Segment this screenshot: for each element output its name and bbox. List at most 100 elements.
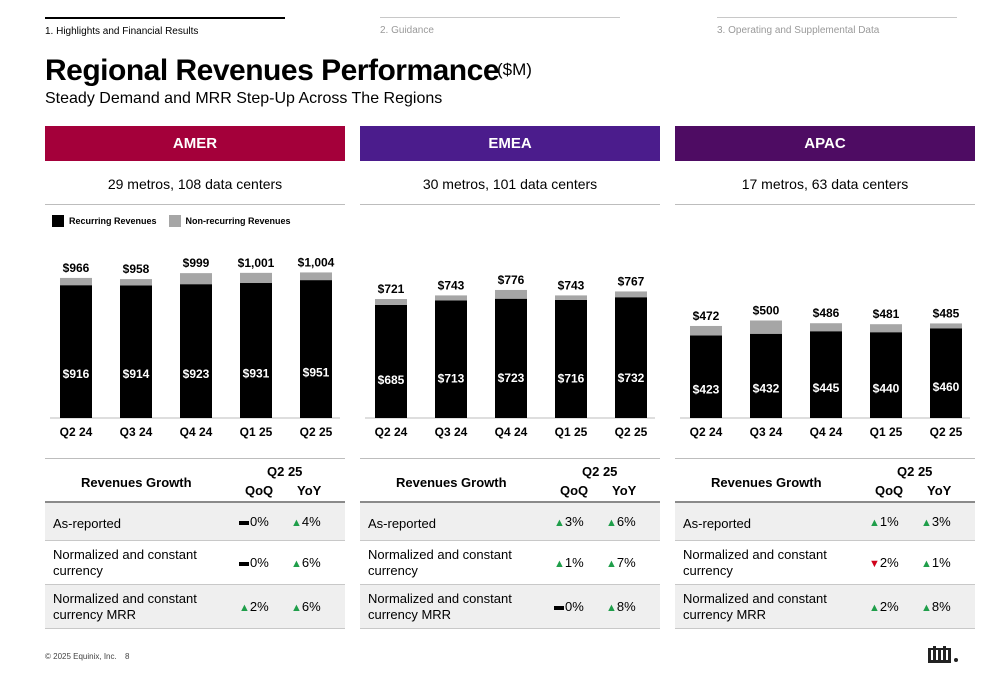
- nav-section-1[interactable]: 1. Highlights and Financial Results: [45, 17, 285, 47]
- bar-nonrecurring: [930, 323, 962, 329]
- x-tick-label: Q2 24: [60, 425, 93, 439]
- nav-indicator: [717, 17, 957, 18]
- x-tick-label: Q2 24: [375, 425, 408, 439]
- yoy-header: YoY: [612, 483, 637, 498]
- x-tick-label: Q2 25: [930, 425, 963, 439]
- qoq-value: ▲3%: [554, 514, 584, 529]
- bar-recurring: [495, 298, 527, 418]
- bar-value-label: $685: [378, 373, 405, 387]
- row-label: Normalized and constant currency: [368, 547, 512, 578]
- yoy-value: ▲8%: [606, 599, 636, 614]
- arrow-up-icon: ▲: [291, 517, 302, 529]
- bar-recurring: [930, 328, 962, 418]
- x-tick-label: Q2 25: [615, 425, 648, 439]
- page-number: 8: [124, 652, 130, 661]
- arrow-up-icon: ▲: [606, 558, 617, 570]
- bar-recurring: [435, 300, 467, 418]
- nav-section-3[interactable]: 3. Operating and Supplemental Data: [717, 17, 957, 47]
- bar-value-label: $445: [813, 381, 840, 395]
- growth-table-apac: Revenues Growth Q2 25 QoQ YoY As-reported ▲1%…: [675, 458, 975, 629]
- bar-recurring: [615, 297, 647, 418]
- yoy-value-text: 7%: [616, 555, 636, 570]
- bar-recurring: [690, 335, 722, 418]
- bar-total-label: $486: [813, 306, 840, 320]
- qoq-value: ▲2%: [869, 599, 899, 614]
- flat-dash-icon: [554, 605, 564, 610]
- bar-nonrecurring: [180, 273, 212, 285]
- bar-nonrecurring: [120, 279, 152, 286]
- x-tick-label: Q3 24: [435, 425, 468, 439]
- arrow-up-icon: ▲: [239, 602, 250, 614]
- bar-total-label: $743: [438, 278, 465, 292]
- bar-recurring: [555, 299, 587, 418]
- bar-value-label: $713: [438, 372, 465, 386]
- title-unit: ($M): [497, 60, 532, 79]
- bar-nonrecurring: [300, 272, 332, 281]
- x-tick-label: Q2 24: [690, 425, 723, 439]
- x-tick-label: Q1 25: [240, 425, 273, 439]
- arrow-up-icon: ▲: [869, 517, 880, 529]
- bar-total-label: $481: [873, 307, 900, 321]
- bar-chart-apac: $423 $472 Q2 24 $432 $500 Q3 24 $445 $486 Q4 24 $…: [680, 304, 970, 439]
- x-tick-label: Q4 24: [180, 425, 213, 439]
- table-row: Normalized and constant currency MRR 0% ▲8…: [360, 585, 660, 629]
- qoq-header: QoQ: [875, 483, 904, 498]
- region-metros-amer: 29 metros, 108 data centers: [107, 176, 283, 192]
- qoq-header: QoQ: [560, 483, 589, 498]
- row-label: As-reported: [53, 516, 121, 531]
- qoq-value: ▼2%: [869, 555, 899, 570]
- chart-apac: $423 $472 Q2 24 $432 $500 Q3 24 $445 $486 Q4 24 $…: [675, 238, 975, 448]
- growth-table-title: Revenues Growth: [396, 475, 507, 490]
- arrow-up-icon: ▲: [554, 517, 565, 529]
- bar-total-label: $999: [183, 256, 210, 270]
- arrow-up-icon: ▲: [921, 558, 932, 570]
- qoq-value-text: 2%: [879, 599, 899, 614]
- divider: [360, 204, 660, 205]
- page-subtitle: Steady Demand and MRR Step-Up Across The…: [45, 90, 443, 107]
- region-metros-emea: 30 metros, 101 data centers: [422, 176, 598, 192]
- growth-period: Q2 25: [897, 464, 933, 479]
- qoq-value-text: 0%: [250, 555, 269, 570]
- yoy-value: ▲4%: [291, 514, 321, 529]
- qoq-value-text: 3%: [564, 514, 584, 529]
- bar-recurring: [870, 332, 902, 418]
- yoy-value: ▲7%: [606, 555, 636, 570]
- chart-amer: $916 $966 Q2 24 $914 $958 Q3 24 $923 $999 Q4 24 $…: [45, 238, 345, 448]
- bar-total-label: $472: [693, 309, 720, 323]
- bar-nonrecurring: [60, 277, 92, 286]
- table-row: As-reported ▲3% ▲6%: [360, 503, 660, 541]
- legend-label: Non-recurring Revenues: [185, 216, 291, 226]
- bar-nonrecurring: [615, 291, 647, 298]
- page-title: Regional Revenues Performance: [45, 54, 500, 87]
- bar-recurring: [180, 284, 212, 418]
- bar-nonrecurring: [555, 295, 587, 300]
- bar-total-label: $1,004: [298, 255, 335, 269]
- legend-item-recurring: Recurring Revenues: [52, 215, 157, 227]
- region-header-apac: APAC: [675, 126, 975, 161]
- x-tick-label: Q3 24: [750, 425, 783, 439]
- bar-nonrecurring: [495, 289, 527, 299]
- yoy-value-text: 8%: [931, 599, 951, 614]
- table-row: Normalized and constant currency MRR ▲2% ▲…: [45, 585, 345, 629]
- region-header-amer: AMER: [45, 126, 345, 161]
- bar-value-label: $931: [243, 367, 270, 381]
- bar-recurring: [240, 283, 272, 418]
- table-row: As-reported 0% ▲4%: [45, 503, 345, 541]
- bar-nonrecurring: [435, 295, 467, 301]
- qoq-value: ▲2%: [239, 599, 269, 614]
- x-tick-label: Q4 24: [810, 425, 843, 439]
- growth-table-title: Revenues Growth: [81, 475, 192, 490]
- qoq-value-text: 1%: [564, 555, 584, 570]
- legend-item-nonrecurring: Non-recurring Revenues: [168, 215, 291, 227]
- copyright-text: © 2025 Equinix, Inc.: [45, 652, 117, 661]
- legend-swatch-recurring: [52, 215, 64, 227]
- x-tick-label: Q1 25: [555, 425, 588, 439]
- growth-table-header: Revenues Growth Q2 25 QoQ YoY: [675, 458, 975, 503]
- x-tick-label: Q2 25: [300, 425, 333, 439]
- nav-section-2[interactable]: 2. Guidance: [380, 17, 620, 47]
- nav-label: 2. Guidance: [380, 25, 434, 36]
- bar-recurring: [375, 304, 407, 418]
- row-label: Normalized and constant currency MRR: [53, 591, 197, 622]
- flat-dash-icon: [239, 520, 249, 525]
- qoq-header: QoQ: [245, 483, 274, 498]
